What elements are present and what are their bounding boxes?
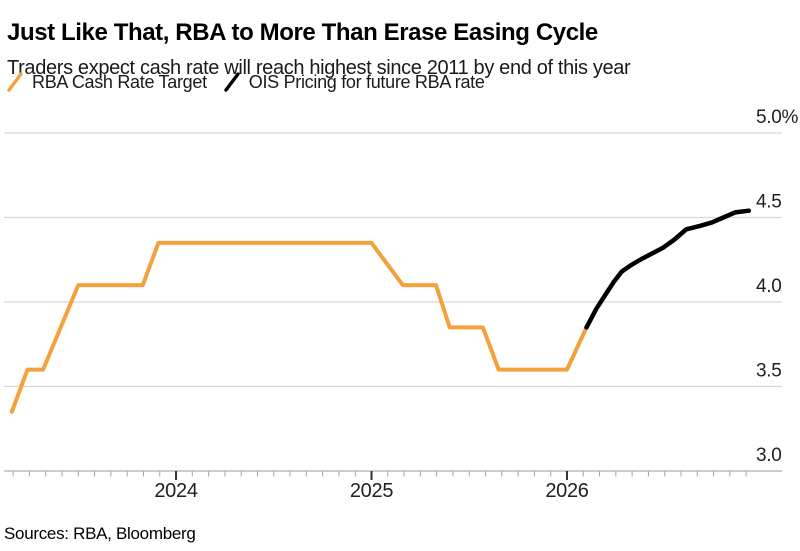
y-axis-label: 3.5: [756, 361, 782, 382]
chart-title: Just Like That, RBA to More Than Erase E…: [7, 19, 598, 47]
y-axis-label: 4.0: [756, 276, 782, 297]
legend-item-ois-pricing: OIS Pricing for future RBA rate: [222, 70, 485, 94]
legend-label-rba-cash-rate: RBA Cash Rate Target: [32, 71, 207, 92]
y-axis-label: 4.5: [756, 192, 782, 213]
legend: RBA Cash Rate Target OIS Pricing for fut…: [5, 69, 485, 95]
legend-label-ois-pricing: OIS Pricing for future RBA rate: [248, 71, 485, 92]
y-axis-label: 3.0: [756, 445, 782, 466]
x-axis-label: 2025: [350, 480, 393, 502]
x-axis-label: 2026: [545, 480, 588, 502]
black-slash-icon: [224, 72, 240, 92]
x-axis-label: 2024: [154, 480, 197, 502]
orange-slash-icon: [7, 72, 23, 92]
series-line-ois-pricing: [584, 208, 752, 330]
y-axis-label: 5.0%: [756, 107, 799, 128]
legend-item-rba-cash-rate: RBA Cash Rate Target: [5, 70, 207, 94]
chart-subtitle: Traders expect cash rate will reach high…: [7, 57, 631, 79]
sources-note: Sources: RBA, Bloomberg: [4, 524, 196, 543]
series-line-rba-cash-rate: [9, 240, 589, 414]
